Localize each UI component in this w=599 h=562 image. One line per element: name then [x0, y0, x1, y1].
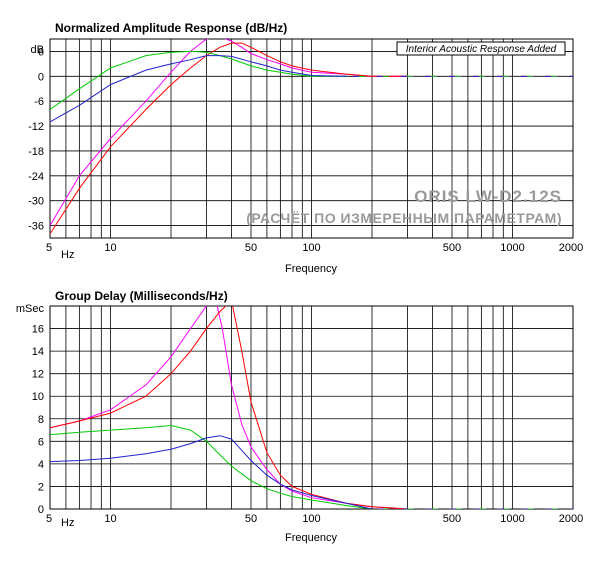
x-tick-label: 1000: [500, 513, 524, 525]
x-tick-label: 100: [302, 242, 320, 254]
amplitude-ylabel: dB: [31, 44, 44, 56]
x-tick-label: 50: [245, 513, 257, 525]
y-tick-label: 6: [38, 46, 44, 58]
amplitude-tick-labels: 5 10 50 100 500 1000 2000 6 0 -6 -12 -18 -24 -30 -36: [28, 46, 583, 254]
x-tick-label: 5: [46, 242, 52, 254]
annotation-box: Interior Acoustic Response Added: [396, 41, 566, 56]
series-line-2: [50, 42, 408, 235]
series-line-3: [50, 424, 373, 509]
y-tick-label: -36: [28, 221, 44, 233]
y-tick-label: -24: [28, 171, 44, 183]
x-tick-label: 2000: [559, 242, 583, 254]
x-tick-label: 50: [245, 242, 257, 254]
x-tick-label: 100: [302, 513, 320, 525]
y-tick-label: 10: [32, 391, 44, 403]
amplitude-x-unit-label: Hz: [61, 249, 74, 261]
annotation-text: Interior Acoustic Response Added: [406, 44, 557, 55]
watermark: ORIS LW-D2.12S (РАСЧЁТ ПО ИЗМЕРЕННЫМ ПАР…: [246, 187, 562, 226]
y-tick-label: -12: [28, 121, 44, 133]
amplitude-series: [50, 39, 573, 235]
y-tick-label: 6: [38, 436, 44, 448]
series-line-4: [50, 435, 373, 509]
series-line-2: [50, 306, 408, 509]
group-delay-tick-labels: 5 10 50 100 500 1000 2000 16 14 12 10 8 6 4 2 0: [32, 324, 583, 525]
group-delay-chart: Group Delay (Milliseconds/Hz) 5 10 50 100 50…: [16, 289, 583, 544]
x-tick-label: 10: [104, 242, 116, 254]
watermark-subtitle: (РАСЧЁТ ПО ИЗМЕРЕННЫМ ПАРАМЕТРАМ): [246, 210, 562, 226]
y-tick-label: 4: [38, 459, 44, 471]
group-delay-series: [50, 306, 573, 509]
y-tick-label: -30: [28, 196, 44, 208]
y-tick-label: 14: [32, 346, 44, 358]
amplitude-chart: Normalized Amplitude Response (dB/Hz) 5 1…: [28, 21, 583, 275]
group-delay-chart-title: Group Delay (Milliseconds/Hz): [55, 289, 228, 303]
series-line-1: [50, 306, 408, 509]
series-line-4: [50, 55, 347, 123]
y-tick-label: -18: [28, 146, 44, 158]
y-tick-label: -6: [34, 96, 44, 108]
group-delay-grid: [50, 306, 573, 509]
y-tick-label: 16: [32, 324, 44, 336]
y-tick-label: 0: [38, 504, 44, 516]
x-tick-label: 2000: [559, 513, 583, 525]
series-line-1: [50, 39, 408, 226]
group-delay-xlabel: Frequency: [285, 532, 337, 544]
x-tick-label: 500: [443, 242, 461, 254]
y-tick-label: 8: [38, 414, 44, 426]
group-delay-x-unit-label: Hz: [61, 517, 74, 529]
amplitude-chart-title: Normalized Amplitude Response (dB/Hz): [55, 21, 287, 35]
amplitude-xlabel: Frequency: [285, 263, 337, 275]
watermark-title: ORIS LW-D2.12S: [414, 187, 562, 206]
x-tick-label: 1000: [500, 242, 524, 254]
group-delay-ylabel: mSec: [16, 303, 45, 315]
y-tick-label: 2: [38, 481, 44, 493]
x-tick-label: 5: [46, 513, 52, 525]
y-tick-label: 12: [32, 369, 44, 381]
x-tick-label: 10: [104, 513, 116, 525]
y-tick-label: 0: [38, 71, 44, 83]
x-tick-label: 500: [443, 513, 461, 525]
